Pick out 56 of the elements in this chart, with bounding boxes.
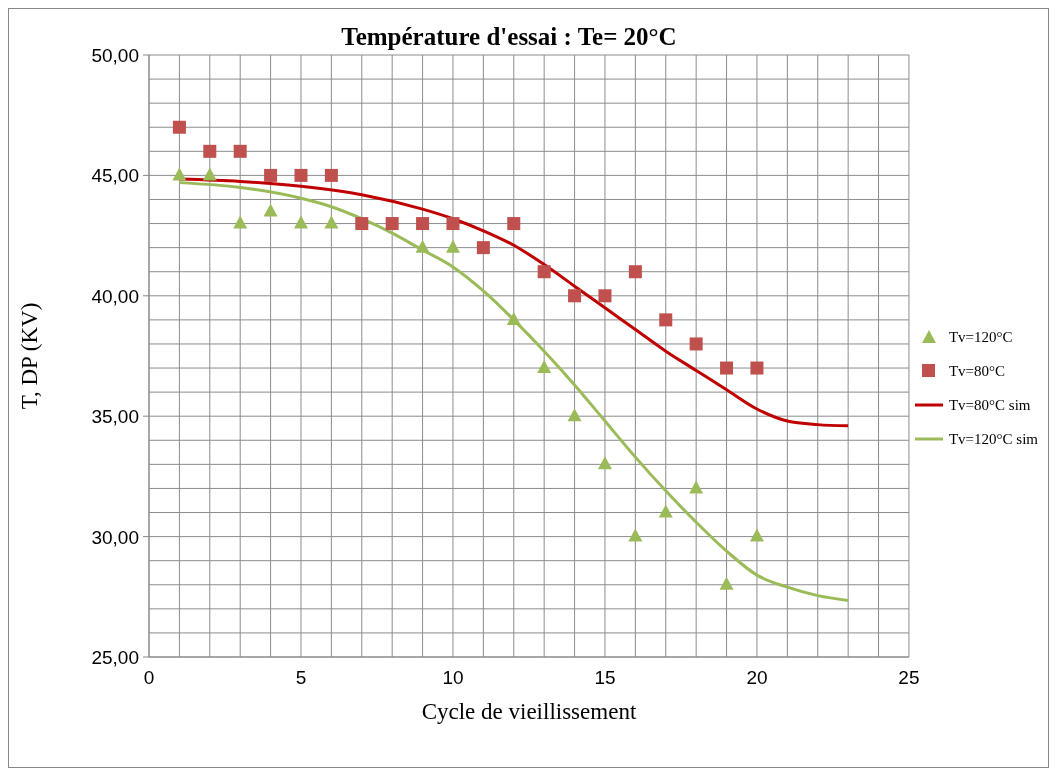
- point: [293, 215, 308, 229]
- point: [385, 217, 399, 231]
- x-tick-label: 25: [898, 667, 920, 689]
- point: [507, 217, 521, 231]
- point: [506, 311, 521, 325]
- x-tick-label: 15: [594, 667, 616, 689]
- point: [628, 528, 643, 542]
- x-tick-label: 5: [295, 667, 307, 689]
- point: [233, 144, 247, 158]
- legend-label: Tv=80°C sim: [948, 396, 1031, 414]
- y-tick-label: 45,00: [91, 165, 139, 187]
- y-tick-label: 30,00: [91, 526, 139, 548]
- point: [172, 167, 187, 181]
- y-axis-title: T, DP (KV): [17, 302, 43, 410]
- point: [263, 203, 278, 217]
- point: [537, 265, 551, 279]
- y-tick-label: 40,00: [91, 285, 139, 307]
- point: [658, 504, 673, 518]
- x-tick-label: 10: [442, 667, 464, 689]
- point: [749, 528, 764, 542]
- point: [355, 217, 369, 231]
- y-tick-label: 35,00: [91, 406, 139, 428]
- point: [264, 168, 278, 182]
- point: [567, 408, 582, 422]
- point: [446, 217, 460, 231]
- point: [537, 360, 552, 374]
- point: [324, 215, 339, 229]
- point: [445, 239, 460, 253]
- x-tick-label: 20: [746, 667, 768, 689]
- point: [294, 168, 308, 182]
- point: [324, 168, 338, 182]
- chart-title: Température d'essai : Te= 20°C: [341, 23, 677, 50]
- x-tick-label: 0: [143, 667, 155, 689]
- point: [689, 480, 704, 494]
- point: [659, 313, 673, 327]
- y-tick-label: 50,00: [91, 45, 139, 66]
- point: [720, 361, 734, 375]
- point: [415, 239, 430, 253]
- legend-label: Tv=120°C: [948, 328, 1013, 346]
- x-axis-title: Cycle de vieillissement: [421, 699, 637, 724]
- legend-label: Tv=120°C sim: [948, 430, 1038, 448]
- point: [719, 576, 734, 590]
- legend-label: Tv=80°C: [948, 362, 1006, 380]
- point: [598, 289, 612, 303]
- point: [202, 167, 217, 181]
- point: [476, 241, 490, 255]
- y-tick-label: 25,00: [91, 647, 139, 668]
- point: [568, 289, 582, 303]
- point: [172, 120, 186, 134]
- point: [597, 456, 612, 470]
- point: [628, 265, 642, 279]
- point: [233, 215, 248, 229]
- point: [750, 361, 764, 375]
- point: [203, 144, 217, 158]
- point: [689, 337, 703, 351]
- point: [416, 217, 430, 231]
